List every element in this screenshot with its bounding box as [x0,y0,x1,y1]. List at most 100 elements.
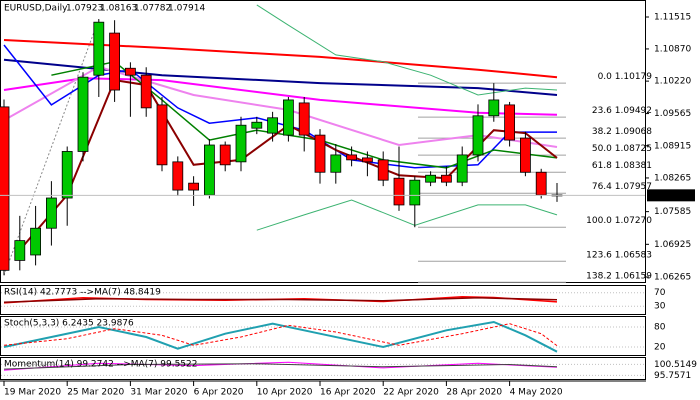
candle-body [298,102,310,136]
candle-body [377,159,389,181]
x-tick-label: 28 Apr 2020 [446,388,502,398]
indicator-line [3,297,558,303]
indicator-label: Momentum(14) 99.2742 -->MA(7) 99.5522 [4,360,197,370]
indicator-tick-label: 80 [654,323,666,333]
fib-ratio: 61.8 [592,161,612,171]
header-ohlc: 1.08163 [100,4,137,14]
candle-body [140,74,152,109]
candle-body [251,121,263,129]
fib-ratio: 123.6 [586,250,612,260]
x-tick-label: 19 Mar 2020 [4,388,61,398]
indicator-tick-label: 30 [654,302,666,312]
candle-body [46,197,57,229]
stoch-frame [0,316,646,356]
fib-ratio: 38.2 [592,127,612,137]
x-tick-label: 6 Apr 2020 [194,388,244,398]
x-tick-label: 22 Apr 2020 [383,388,439,398]
candle-body [14,240,26,261]
fib-price: 1.06159 [615,271,652,281]
indicator-line [3,361,558,371]
candle-body [282,99,294,136]
fib-ratio: 23.6 [592,106,612,116]
header-ohlc: 1.07914 [168,4,205,14]
last-price-box [647,189,695,202]
candle-body [125,67,136,76]
candle-body [440,174,452,183]
indicator-tick-label: 100.5149 [654,360,697,370]
header-ohlc: 1.07782 [134,4,171,14]
indicator-line [3,320,558,353]
candle-body [77,76,89,152]
momentum-frame [0,357,646,380]
fib-price: 1.06583 [615,250,652,260]
candle-body [425,174,437,183]
y-tick-label: 1.07585 [654,207,691,217]
candle-body [219,144,231,166]
y-tick-label: 1.10870 [654,44,691,54]
y-tick-label: 1.08915 [654,141,691,151]
fib-label: 138.2 1.06159 [586,271,652,281]
fib-ratio: 138.2 [586,271,612,281]
fib-price: 1.07957 [615,182,652,192]
x-tick-label: 16 Apr 2020 [320,388,376,398]
indicator-line [256,4,558,96]
candle-body [346,154,358,161]
indicator-line [3,323,558,347]
fib-ratio: 0.0 [598,72,613,82]
fib-label: 23.6 1.09492 [592,106,652,116]
candle-body [30,227,42,256]
fib-label: 38.2 1.09068 [592,127,652,137]
candle-body [93,21,105,76]
fib-label: 50.0 1.08725 [592,144,652,154]
header-ohlc: 1.07923 [66,4,103,14]
indicator-label: RSI(14) 42.7773 -->MA(7) 48.8419 [4,288,161,298]
candle-body [488,99,500,117]
chart-title: EURUSD,Daily [4,4,68,14]
fib-label: 61.8 1.08381 [592,161,652,171]
indicator-tick-label: 70 [654,288,666,298]
candle-body [456,154,468,183]
x-tick-label: 4 May 2020 [510,388,563,398]
candle-body [267,117,279,134]
candle-body [156,104,168,166]
fib-label: 100.0 1.07270 [586,216,652,226]
y-tick-label: 1.06925 [654,240,691,250]
y-tick-label: 1.06265 [654,273,691,283]
indicator-tick-label: 95.7571 [654,371,691,381]
candle-body [235,124,247,163]
fib-ratio: 76.4 [592,182,612,192]
fib-price: 1.08725 [615,144,652,154]
fib-price: 1.09068 [615,127,652,137]
last-price-label: 1.07914 [653,191,690,201]
fib-price: 1.10179 [615,72,652,82]
candle-body [535,171,547,196]
y-tick-label: 1.09565 [654,109,691,119]
candle-body [330,154,342,173]
fib-price: 1.08381 [615,161,652,171]
candle-body [361,157,373,163]
candle-body [393,177,405,206]
y-tick-label: 1.10220 [654,77,691,87]
candle-body [109,32,120,91]
candle-body [0,106,10,271]
indicator-label: Stoch(5,3,3) 6.2435 23.9876 [4,319,134,329]
fib-label: 123.6 1.06583 [586,250,652,260]
fib-label: 76.4 1.07957 [592,182,652,192]
indicator-tick-label: 20 [654,343,666,353]
x-tick-label: 10 Apr 2020 [257,388,313,398]
candle-body [520,137,531,173]
candle-body [504,104,516,141]
candle-body [314,134,326,173]
candle-body [472,115,484,156]
fib-ratio: 100.0 [586,216,612,226]
candle-body [61,151,73,199]
x-tick-label: 25 Mar 2020 [67,388,124,398]
y-tick-label: 1.08265 [654,173,691,183]
fib-ratio: 50.0 [592,144,612,154]
fib-price: 1.07270 [615,216,652,226]
candle-body [409,179,421,206]
y-tick-label: 1.11515 [654,12,691,22]
rsi-frame [0,285,646,315]
candle-body [203,144,215,196]
